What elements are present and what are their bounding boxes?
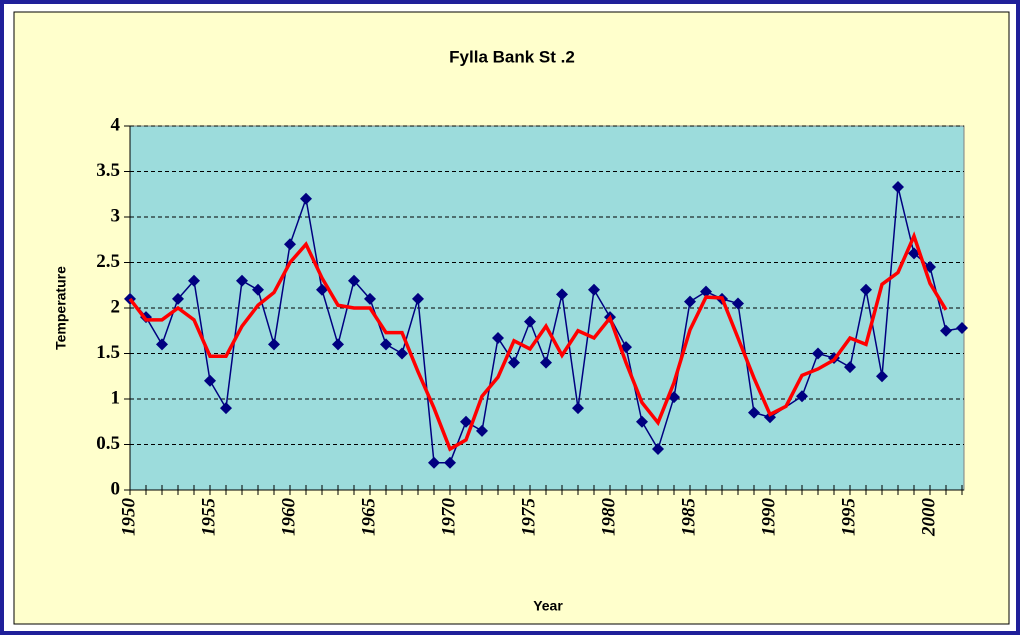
- data-point: [316, 283, 328, 296]
- data-point: [700, 285, 712, 298]
- x-tick-label: 1950: [118, 498, 139, 537]
- data-line: [128, 231, 948, 452]
- data-point: [748, 406, 760, 419]
- data-point: [156, 338, 168, 351]
- data-point: [940, 324, 952, 337]
- data-point: [844, 361, 856, 374]
- data-point: [732, 297, 744, 310]
- data-point: [812, 347, 824, 360]
- data-point: [188, 274, 200, 287]
- data-point: [284, 238, 296, 251]
- data-point: [348, 274, 360, 287]
- data-point: [540, 356, 552, 369]
- x-tick-label: 1965: [358, 498, 379, 537]
- data-point: [572, 402, 584, 415]
- x-tick-label: 1985: [678, 498, 699, 537]
- x-tick-label: 1955: [198, 498, 219, 537]
- x-tick-label: 1980: [598, 498, 619, 537]
- data-point: [300, 192, 312, 205]
- data-point: [252, 283, 264, 296]
- data-point: [556, 288, 568, 301]
- data-point: [172, 292, 184, 305]
- chart-title: Fylla Bank St .2: [449, 47, 575, 66]
- y-tick-label: 2.5: [96, 251, 120, 272]
- y-tick-label: 3.5: [96, 160, 120, 181]
- y-axis-label: Temperature: [53, 266, 69, 350]
- data-point: [876, 370, 888, 383]
- data-point: [588, 283, 600, 296]
- data-point: [428, 456, 440, 469]
- data-line: [129, 186, 963, 464]
- data-point: [636, 415, 648, 428]
- x-tick-label: 1990: [758, 498, 779, 537]
- y-tick-label: 0.5: [96, 433, 120, 454]
- data-point: [508, 356, 520, 369]
- data-point: [396, 347, 408, 360]
- data-point: [460, 415, 472, 428]
- data-point: [268, 338, 280, 351]
- data-point: [524, 315, 536, 328]
- data-point: [380, 338, 392, 351]
- y-tick-label: 3: [111, 205, 121, 226]
- data-point: [364, 292, 376, 305]
- data-point: [412, 292, 424, 305]
- data-point: [236, 274, 248, 287]
- data-point: [220, 402, 232, 415]
- x-axis-label: Year: [533, 598, 563, 614]
- y-tick-label: 2: [111, 296, 121, 317]
- data-point: [444, 456, 456, 469]
- data-point: [652, 443, 664, 456]
- data-point: [204, 374, 216, 387]
- y-tick-label: 1: [111, 387, 121, 408]
- data-point: [956, 322, 968, 335]
- y-tick-label: 1.5: [96, 342, 120, 363]
- data-point: [476, 424, 488, 437]
- data-point: [860, 283, 872, 296]
- x-tick-label: 1960: [278, 498, 299, 537]
- data-point: [892, 180, 904, 193]
- data-point: [796, 390, 808, 403]
- data-point: [332, 338, 344, 351]
- x-tick-label: 1975: [518, 498, 539, 537]
- data-point: [684, 295, 696, 308]
- data-point: [492, 332, 504, 345]
- x-tick-label: 1995: [838, 498, 859, 537]
- x-tick-label: 2000: [918, 498, 939, 538]
- y-tick-label: 4: [111, 114, 121, 135]
- y-tick-label: 0: [111, 478, 121, 499]
- x-tick-label: 1970: [438, 498, 459, 537]
